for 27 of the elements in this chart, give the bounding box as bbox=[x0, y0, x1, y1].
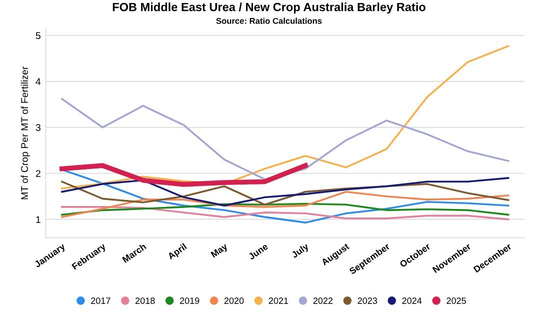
legend-label: 2017 bbox=[91, 298, 110, 304]
line-series bbox=[61, 206, 510, 220]
legend-label: 2020 bbox=[224, 298, 244, 304]
line-series bbox=[61, 45, 510, 190]
legend-label: 2023 bbox=[358, 298, 378, 304]
legend-label: 2018 bbox=[136, 298, 155, 304]
chart-title: FOB Middle East Urea / New Crop Australia Barley Ratio bbox=[112, 2, 426, 14]
y-tick-label: 3 bbox=[36, 124, 40, 132]
line-series bbox=[61, 202, 510, 216]
y-tick-label: 1 bbox=[36, 216, 40, 223]
legend-label: 2022 bbox=[313, 298, 333, 304]
legend-label: 2024 bbox=[402, 298, 422, 304]
legend-label: 2021 bbox=[268, 298, 288, 304]
x-tick-label: July bbox=[290, 242, 310, 260]
x-tick-label: June bbox=[248, 243, 268, 260]
line-series bbox=[60, 163, 308, 187]
y-tick-label: 2 bbox=[36, 170, 40, 177]
line-series bbox=[61, 190, 510, 218]
line-series bbox=[61, 168, 510, 224]
x-tick-label: May bbox=[210, 242, 230, 260]
legend-label: 2025 bbox=[446, 298, 466, 304]
legend-label: 2019 bbox=[180, 298, 200, 304]
chart-subtitle: Source: Ratio Calculations bbox=[216, 18, 322, 24]
y-axis-title: MT of Crop Per MT of Fertilizer bbox=[20, 66, 30, 200]
line-series bbox=[61, 98, 510, 180]
y-tick-label: 4 bbox=[36, 78, 41, 85]
y-tick-label: 5 bbox=[36, 32, 40, 40]
